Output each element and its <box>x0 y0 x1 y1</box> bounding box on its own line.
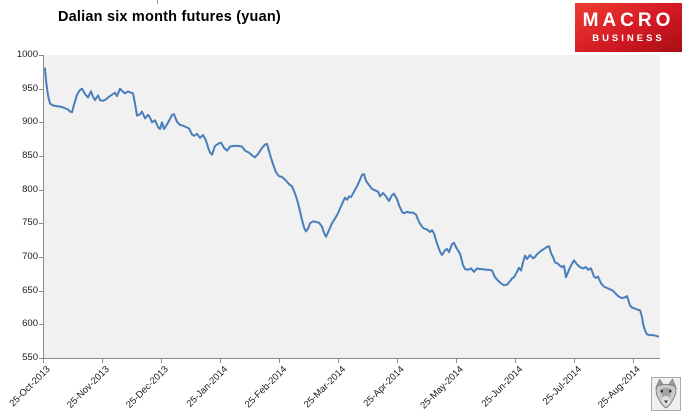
y-tick-mark <box>39 122 43 123</box>
x-tick-mark <box>102 359 103 363</box>
y-tick-mark <box>39 156 43 157</box>
x-tick-mark <box>43 359 44 363</box>
x-tick-mark <box>397 359 398 363</box>
y-tick-mark <box>39 55 43 56</box>
y-tick-mark <box>39 223 43 224</box>
x-tick-mark <box>574 359 575 363</box>
macrobusiness-logo: MACRO BUSINESS <box>575 3 682 52</box>
x-tick-mark <box>633 359 634 363</box>
y-tick-label: 650 <box>22 284 38 296</box>
screenshot-artifact-tick <box>157 0 158 4</box>
x-tick-mark <box>161 359 162 363</box>
y-tick-label: 750 <box>22 217 38 229</box>
y-tick-label: 600 <box>22 318 38 330</box>
x-tick-mark <box>279 359 280 363</box>
y-tick-mark <box>39 324 43 325</box>
chart-title: Dalian six month futures (yuan) <box>58 9 281 25</box>
x-tick-mark <box>338 359 339 363</box>
y-tick-mark <box>39 291 43 292</box>
y-tick-label: 900 <box>22 116 38 128</box>
y-tick-label: 700 <box>22 251 38 262</box>
y-tick-mark <box>39 190 43 191</box>
y-tick-mark <box>39 358 43 359</box>
y-tick-mark <box>39 89 43 90</box>
x-tick-mark <box>220 359 221 363</box>
x-tick-mark <box>456 359 457 363</box>
wolf-logo-stamp <box>651 377 681 411</box>
y-tick-label: 950 <box>22 82 38 94</box>
y-tick-label: 550 <box>22 352 38 363</box>
y-tick-label: 800 <box>22 183 38 195</box>
y-tick-mark <box>39 257 43 258</box>
plot-area <box>43 55 660 359</box>
logo-line-business: BUSINESS <box>592 32 665 44</box>
wolf-icon <box>655 378 677 409</box>
y-tick-label: 850 <box>22 150 38 161</box>
x-tick-mark <box>515 359 516 363</box>
y-tick-label: 1000 <box>16 49 38 60</box>
logo-line-macro: MACRO <box>582 9 675 31</box>
